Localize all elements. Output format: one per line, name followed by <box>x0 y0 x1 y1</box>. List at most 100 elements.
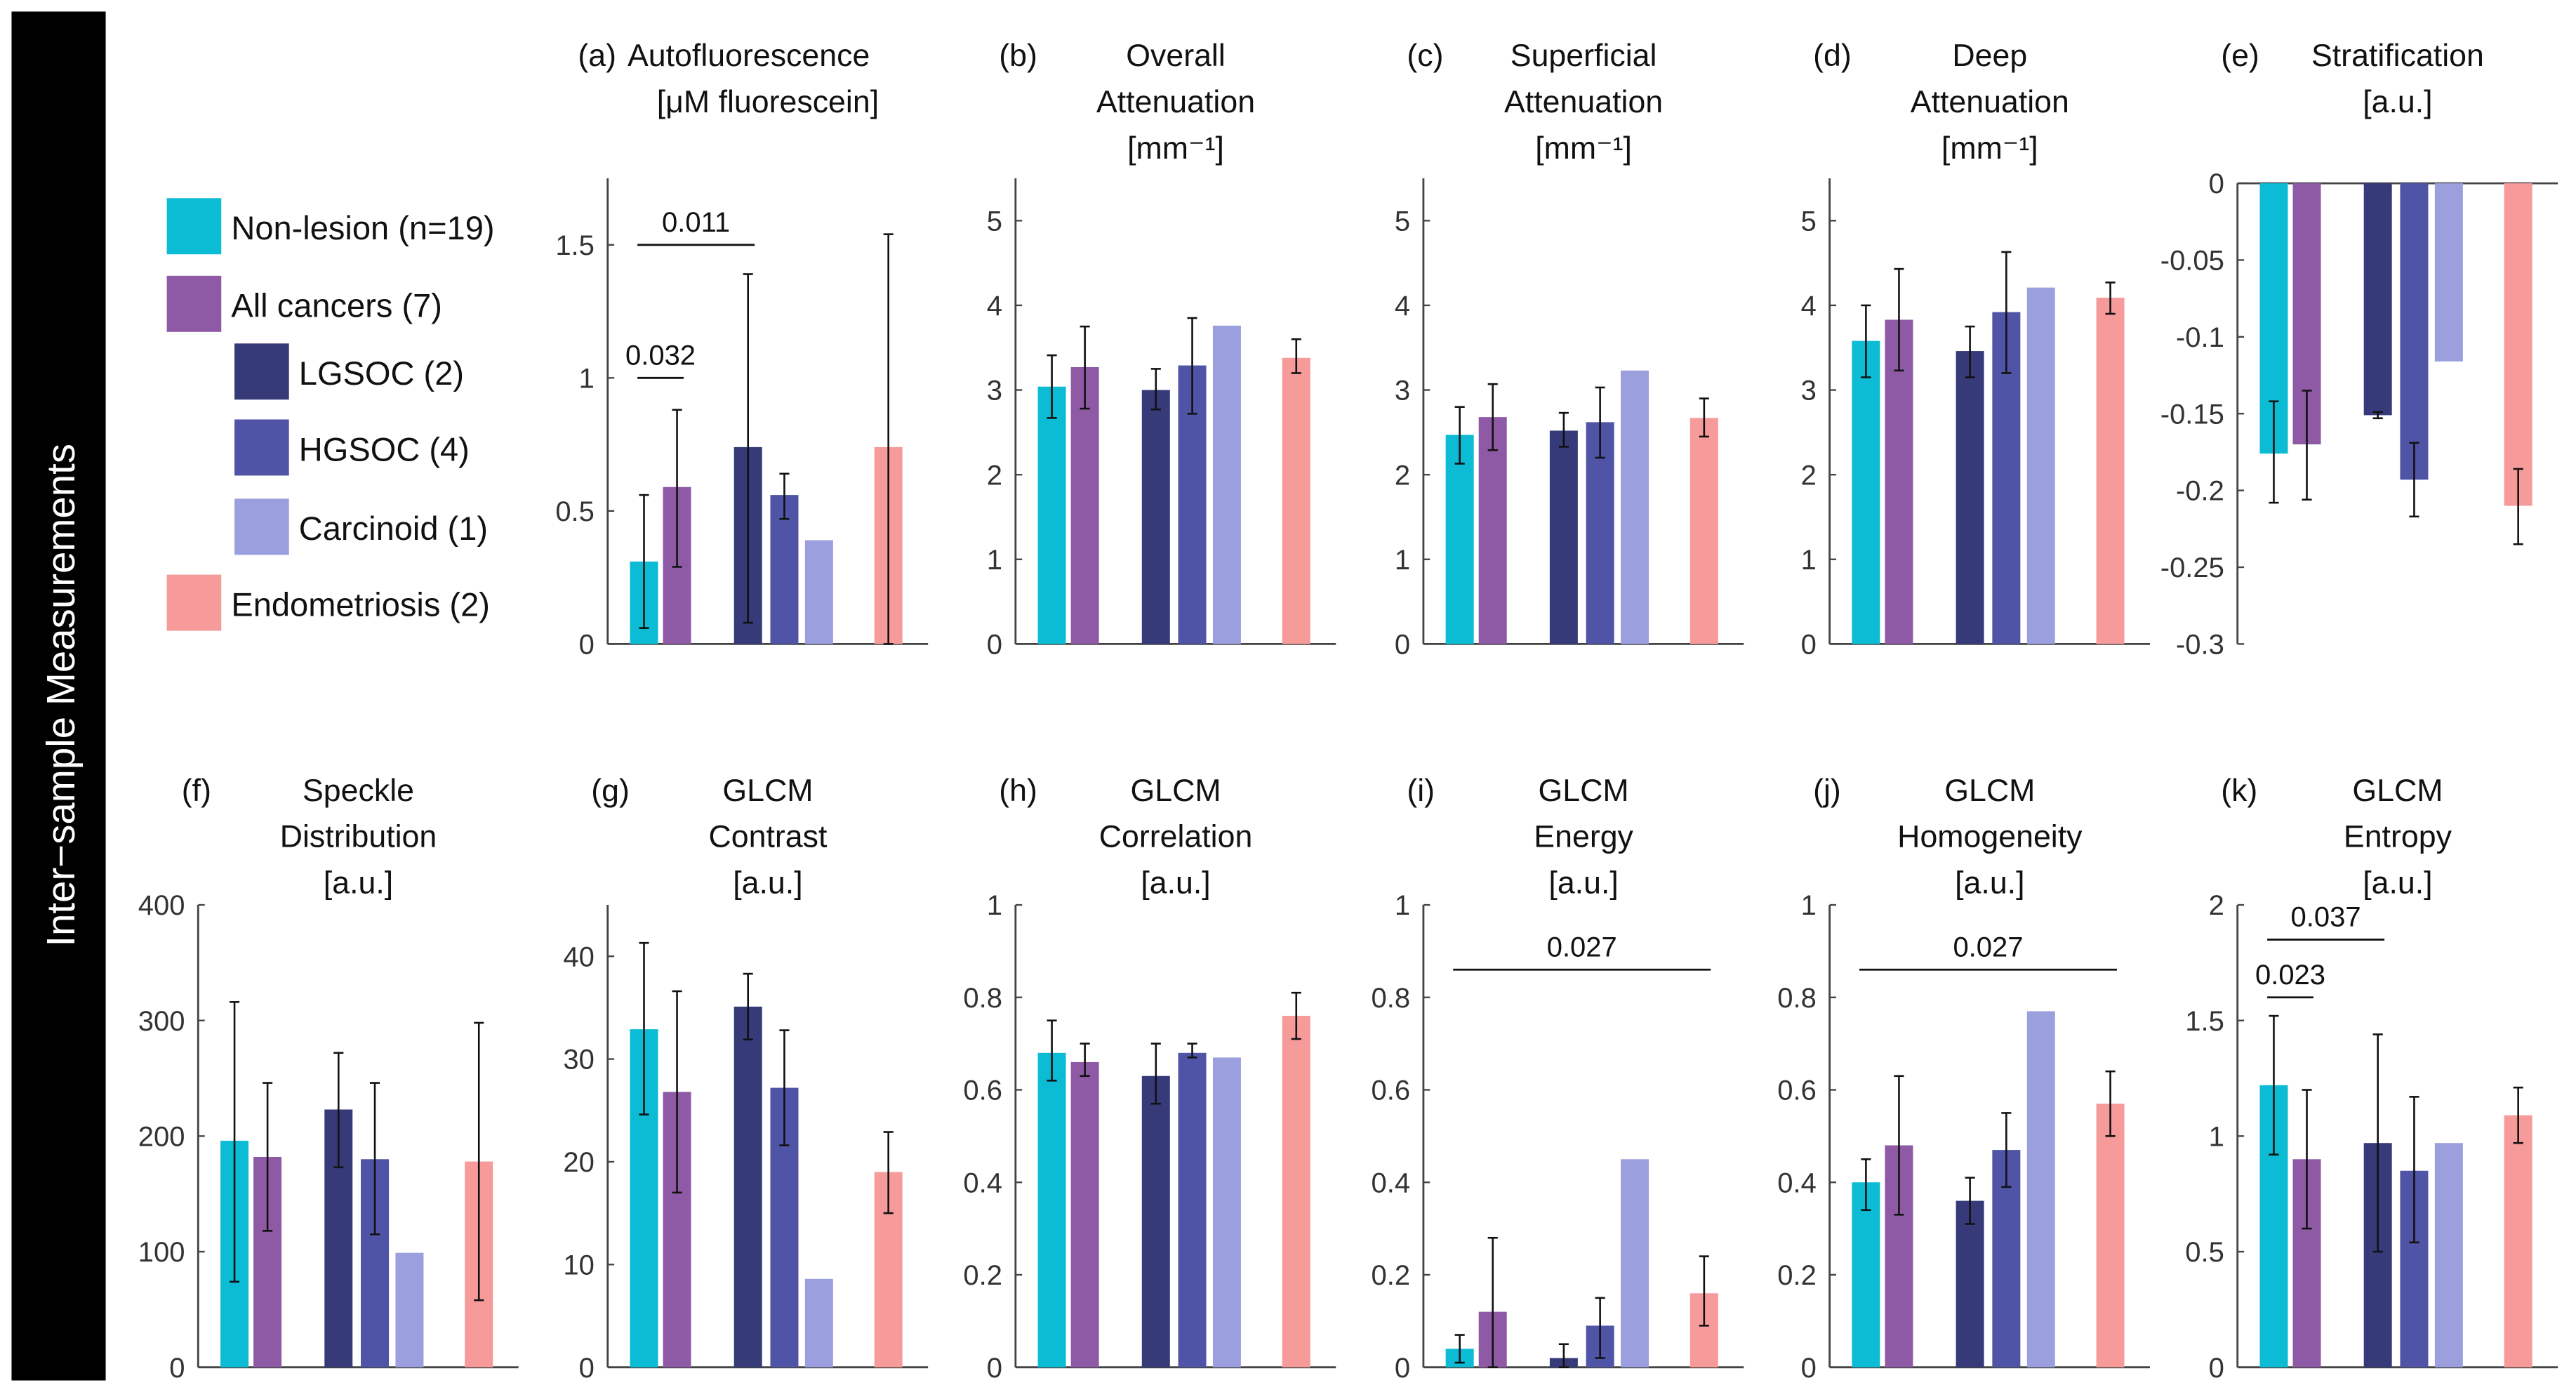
y-tick-label: 0 <box>1801 629 1817 660</box>
y-tick-label: 400 <box>138 890 185 921</box>
legend-item: Carcinoid (1) <box>234 498 488 555</box>
error-bar <box>1047 354 1057 419</box>
chart-title-line: Entropy <box>2344 820 2452 854</box>
y-tick-label: 0 <box>1395 629 1410 660</box>
y-tick-label: 1 <box>1801 545 1817 576</box>
error-bar <box>672 409 682 568</box>
y-tick-label: 0.2 <box>963 1260 1002 1291</box>
y-tick-label: 20 <box>563 1147 594 1178</box>
y-tick-label: -0.05 <box>2160 246 2224 277</box>
bar-all <box>1885 319 1913 644</box>
y-tick-label: 0.6 <box>1777 1075 1817 1106</box>
bar-endometriosis <box>2096 298 2125 644</box>
y-tick-label: 0.2 <box>1371 1260 1410 1291</box>
chart-title-line: GLCM <box>2352 774 2443 808</box>
error-bar <box>333 1052 344 1169</box>
error-bar <box>369 1082 380 1236</box>
side-label: Inter−sample Measurements <box>39 444 83 947</box>
bar-carcinoid <box>1621 370 1649 644</box>
y-tick-label: 2 <box>1801 460 1817 491</box>
error-bar <box>1080 1042 1090 1078</box>
y-tick-label: -0.3 <box>2176 629 2224 660</box>
panel-d: (d) Deep Attenuation [mm⁻¹] 0 1 2 3 4 5 <box>1801 39 2151 660</box>
error-bar <box>1894 1075 1904 1216</box>
bar-carcinoid <box>1212 325 1241 644</box>
error-bar <box>1487 383 1498 451</box>
bar-carcinoid <box>1621 1159 1649 1368</box>
y-tick-label: 1 <box>987 890 1002 921</box>
y-tick-label: 0 <box>1395 1353 1410 1384</box>
error-bar <box>2105 1070 2116 1137</box>
bar-lgsoc <box>1956 1200 1984 1368</box>
y-tick-label: -0.25 <box>2160 552 2224 583</box>
bar-non-lesion <box>1037 1052 1066 1368</box>
p-value-label: 0.011 <box>662 207 730 238</box>
error-bar <box>2513 1086 2523 1144</box>
y-tick-label: 2 <box>2209 890 2224 921</box>
bar-non-lesion <box>1852 340 1880 644</box>
chart-title-line: GLCM <box>1539 774 1629 808</box>
y-tick-label: 0 <box>1801 1353 1817 1384</box>
error-bar <box>2001 1112 2012 1189</box>
bar-endometriosis <box>1282 357 1310 644</box>
error-bar <box>1558 411 1569 448</box>
error-bar <box>1291 338 1301 374</box>
legend-swatch <box>234 498 289 555</box>
error-bar <box>1454 1334 1465 1364</box>
chart-title-line: Contrast <box>708 820 827 854</box>
error-bar <box>1595 1297 1605 1359</box>
y-tick-label: 30 <box>563 1045 594 1075</box>
y-tick-label: 5 <box>987 206 1002 237</box>
error-bar <box>1861 304 1871 378</box>
y-tick-label: 0.6 <box>963 1075 1002 1106</box>
chart-title-line: Overall <box>1126 39 1226 73</box>
y-tick-label: 0.4 <box>963 1167 1002 1198</box>
y-tick-label: 0.5 <box>555 496 595 527</box>
error-bar <box>230 1001 240 1283</box>
error-bar <box>1150 1042 1161 1105</box>
y-tick-label: 0.8 <box>1371 983 1410 1014</box>
y-tick-label: 0.4 <box>1777 1167 1817 1198</box>
y-tick-label: 1.5 <box>2185 1006 2224 1037</box>
panel-label: (e) <box>2221 39 2259 73</box>
bar-non-lesion <box>1852 1182 1880 1368</box>
y-tick-label: 5 <box>1395 206 1410 237</box>
error-bar <box>1894 267 1904 372</box>
error-bar <box>1699 397 1709 438</box>
chart-title-line: GLCM <box>722 774 813 808</box>
chart-title-line: [μM fluorescein] <box>657 85 879 119</box>
error-bar <box>639 941 649 1115</box>
legend-label: All cancers (7) <box>231 287 442 324</box>
panel-f: (f) Speckle Distribution [a.u.] 0 100 200 300 40… <box>138 774 519 1384</box>
legend-swatch <box>166 275 222 332</box>
error-bar <box>474 1021 484 1302</box>
error-bar <box>2001 251 2012 374</box>
legend-label: LGSOC (2) <box>299 355 464 392</box>
bar-hgsoc <box>1178 1052 1207 1368</box>
error-bar <box>672 990 682 1194</box>
bar-lgsoc <box>2363 183 2392 416</box>
chart-title-line: [mm⁻¹] <box>1535 131 1632 166</box>
error-bar <box>2513 468 2523 545</box>
y-tick-label: 4 <box>1395 291 1410 322</box>
panel-k: (k) GLCM Entropy [a.u.] 0 0.5 1 1.5 2 0.023 0.037 <box>2185 774 2558 1384</box>
p-value-label: 0.037 <box>2291 902 2361 933</box>
chart-title-line: Stratification <box>2311 39 2484 73</box>
y-tick-label: 0 <box>2209 1353 2224 1384</box>
legend-item: LGSOC (2) <box>234 343 464 400</box>
y-tick-label: 3 <box>1801 376 1817 406</box>
panel-label: (j) <box>1813 774 1841 808</box>
error-bar <box>1487 1236 1498 1368</box>
chart-title: Autofluorescence <box>628 39 870 73</box>
chart-title-line: Superficial <box>1511 39 1657 73</box>
y-tick-label: 4 <box>987 291 1002 322</box>
y-tick-label: 0 <box>169 1353 185 1384</box>
panel-label: (c) <box>1407 39 1443 73</box>
error-bar <box>1699 1255 1709 1327</box>
chart-title-line: Attenuation <box>1911 85 2069 119</box>
error-bar <box>2409 1096 2419 1244</box>
bar-endometriosis <box>2504 1115 2532 1368</box>
legend-swatch <box>166 574 222 631</box>
error-bar <box>1150 368 1161 411</box>
error-bar <box>779 472 790 520</box>
